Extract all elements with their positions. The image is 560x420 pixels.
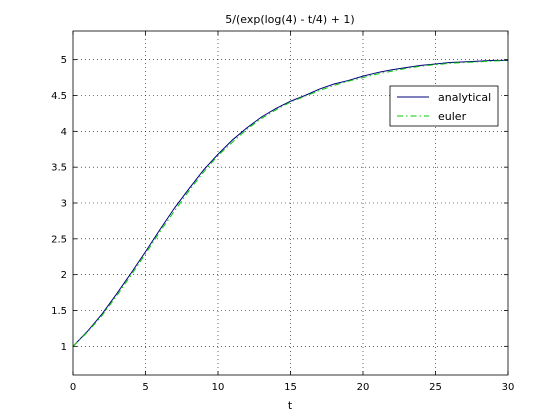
- y-tick-label: 5: [61, 55, 67, 66]
- x-tick-label: 10: [212, 382, 225, 393]
- legend-label-euler: euler: [438, 110, 467, 123]
- y-tick-label: 1: [61, 342, 67, 353]
- plot-area: 0 5 10 15 20 25 30 1 1.5 2 2.5 3 3.5 4 4.5 5 analytical e…: [51, 30, 515, 393]
- y-tick-label: 3.5: [51, 163, 67, 174]
- y-tick-label: 4: [61, 127, 67, 138]
- x-tick-label: 20: [357, 382, 370, 393]
- x-tick-label: 30: [502, 382, 515, 393]
- y-tick-label: 2: [61, 270, 67, 281]
- x-axis-label: t: [288, 399, 293, 412]
- legend-box: [389, 85, 499, 127]
- y-tick-label: 3: [61, 199, 67, 210]
- x-tick-label: 15: [284, 382, 297, 393]
- series-line-analytical: [72, 59, 508, 347]
- series-line-euler: [72, 59, 509, 347]
- x-tick-label: 25: [429, 382, 442, 393]
- y-tick-label: 2.5: [51, 234, 67, 245]
- legend-label-analytical: analytical: [438, 91, 491, 104]
- y-tick-label: 1.5: [51, 306, 67, 317]
- x-tick-label: 0: [70, 382, 76, 393]
- x-tick-label: 5: [142, 382, 148, 393]
- legend: analytical euler: [389, 85, 499, 127]
- chart-title: 5/(exp(log(4) - t/4) + 1): [225, 13, 354, 26]
- y-tick-label: 4.5: [51, 91, 67, 102]
